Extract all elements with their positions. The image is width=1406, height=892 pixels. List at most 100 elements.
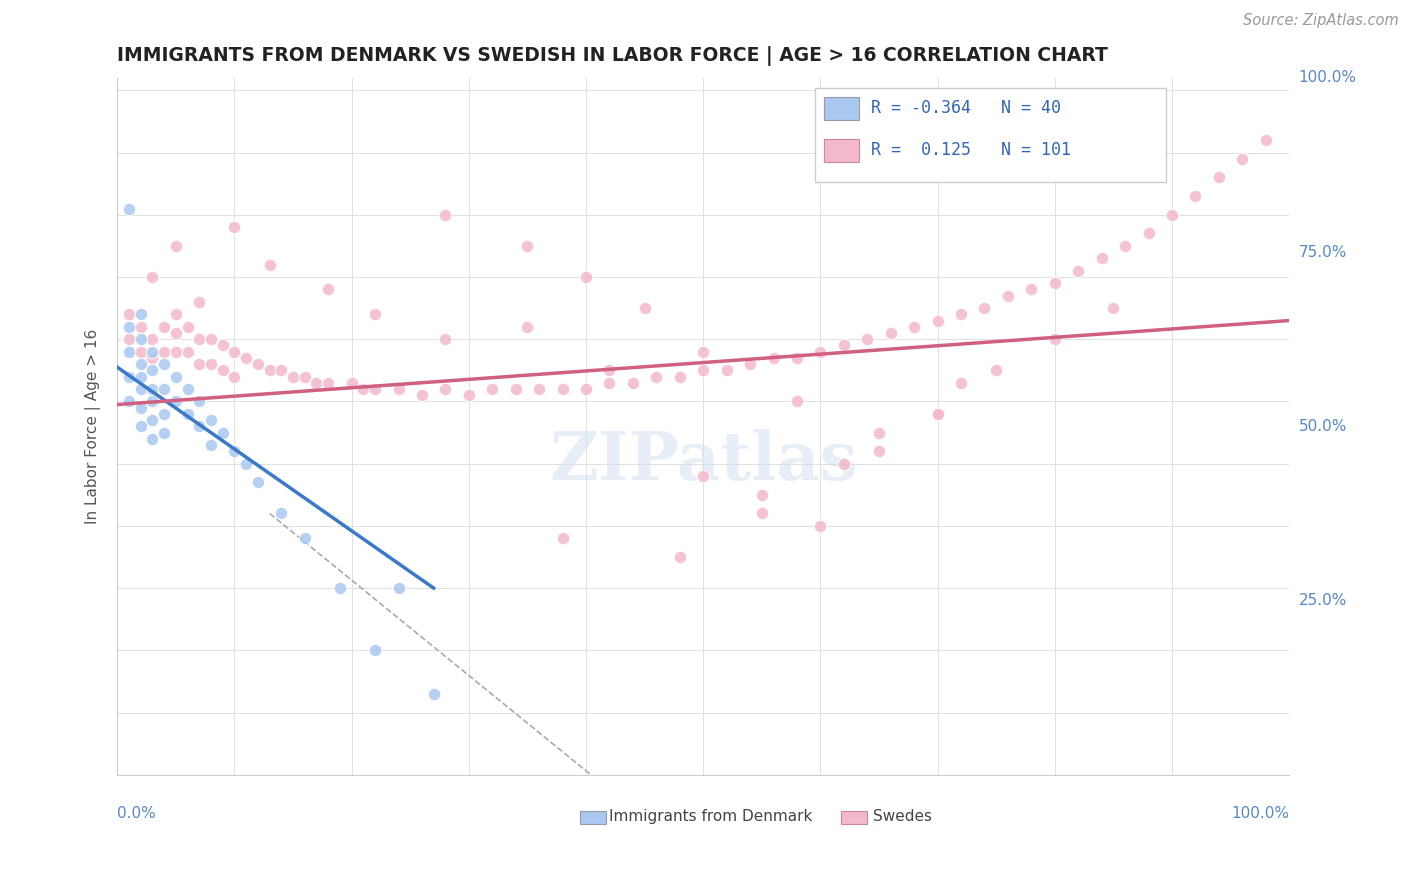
Point [868,425,890,440]
Point [211,363,233,377]
Point [1137,227,1160,241]
Point [997,288,1019,302]
Point [165,394,187,409]
Point [1067,264,1090,278]
Text: Swedes: Swedes [873,809,932,824]
Point [129,344,152,359]
Point [141,363,163,377]
Point [808,519,831,533]
Point [316,376,339,390]
Point [270,507,292,521]
Text: Immigrants from Denmark: Immigrants from Denmark [609,809,813,824]
Point [527,382,550,396]
Point [165,326,187,340]
Point [1114,239,1136,253]
Point [808,344,831,359]
Point [751,488,773,502]
Point [224,444,246,458]
Point [176,344,198,359]
Point [411,388,433,402]
Point [118,202,141,216]
Point [340,376,363,390]
Point [129,382,152,396]
Point [1232,152,1254,166]
Point [879,326,901,340]
Point [141,270,163,285]
Point [153,344,176,359]
Text: 0.0%: 0.0% [117,806,156,822]
Point [668,369,690,384]
Point [364,307,387,321]
Point [246,475,269,490]
Text: 25.0%: 25.0% [1299,593,1347,608]
Point [141,344,163,359]
Point [692,469,714,483]
Point [316,282,339,296]
Point [270,363,292,377]
Point [224,369,246,384]
Point [575,270,598,285]
Bar [824,139,859,161]
Point [211,425,233,440]
Point [281,369,304,384]
Point [118,319,141,334]
FancyBboxPatch shape [814,88,1166,183]
Point [551,532,574,546]
Point [575,382,598,396]
Point [950,376,973,390]
Point [364,643,387,657]
Point [1184,189,1206,203]
Point [692,363,714,377]
Point [259,258,281,272]
Point [927,407,949,421]
Point [141,432,163,446]
Point [434,332,457,346]
Point [200,357,222,371]
Point [352,382,374,396]
Point [1091,252,1114,266]
Point [211,338,233,352]
Point [188,332,211,346]
Point [1208,170,1230,185]
Text: 50.0%: 50.0% [1299,419,1347,434]
Point [1161,208,1184,222]
Point [598,363,620,377]
Point [387,382,409,396]
Point [786,351,808,365]
Text: ZIPatlas: ZIPatlas [550,429,858,493]
Text: IMMIGRANTS FROM DENMARK VS SWEDISH IN LABOR FORCE | AGE > 16 CORRELATION CHART: IMMIGRANTS FROM DENMARK VS SWEDISH IN LA… [117,46,1108,66]
Point [165,239,187,253]
Point [129,357,152,371]
Point [751,507,773,521]
Point [118,394,141,409]
Point [1021,282,1043,296]
Point [294,532,316,546]
Point [305,376,328,390]
Point [692,344,714,359]
Point [141,351,163,365]
Point [141,394,163,409]
Point [294,369,316,384]
Point [129,332,152,346]
Point [188,419,211,434]
Point [153,382,176,396]
Point [141,382,163,396]
Point [832,338,855,352]
Point [598,376,620,390]
Point [246,357,269,371]
Text: Source: ZipAtlas.com: Source: ZipAtlas.com [1243,13,1399,29]
Point [118,307,141,321]
Point [176,319,198,334]
Point [118,332,141,346]
Point [188,357,211,371]
Point [633,301,655,315]
Point [224,344,246,359]
Point [129,401,152,415]
Point [141,332,163,346]
Point [481,382,503,396]
Text: 100.0%: 100.0% [1299,70,1357,86]
Point [832,457,855,471]
Point [235,457,257,471]
Point [434,382,457,396]
Point [516,319,538,334]
